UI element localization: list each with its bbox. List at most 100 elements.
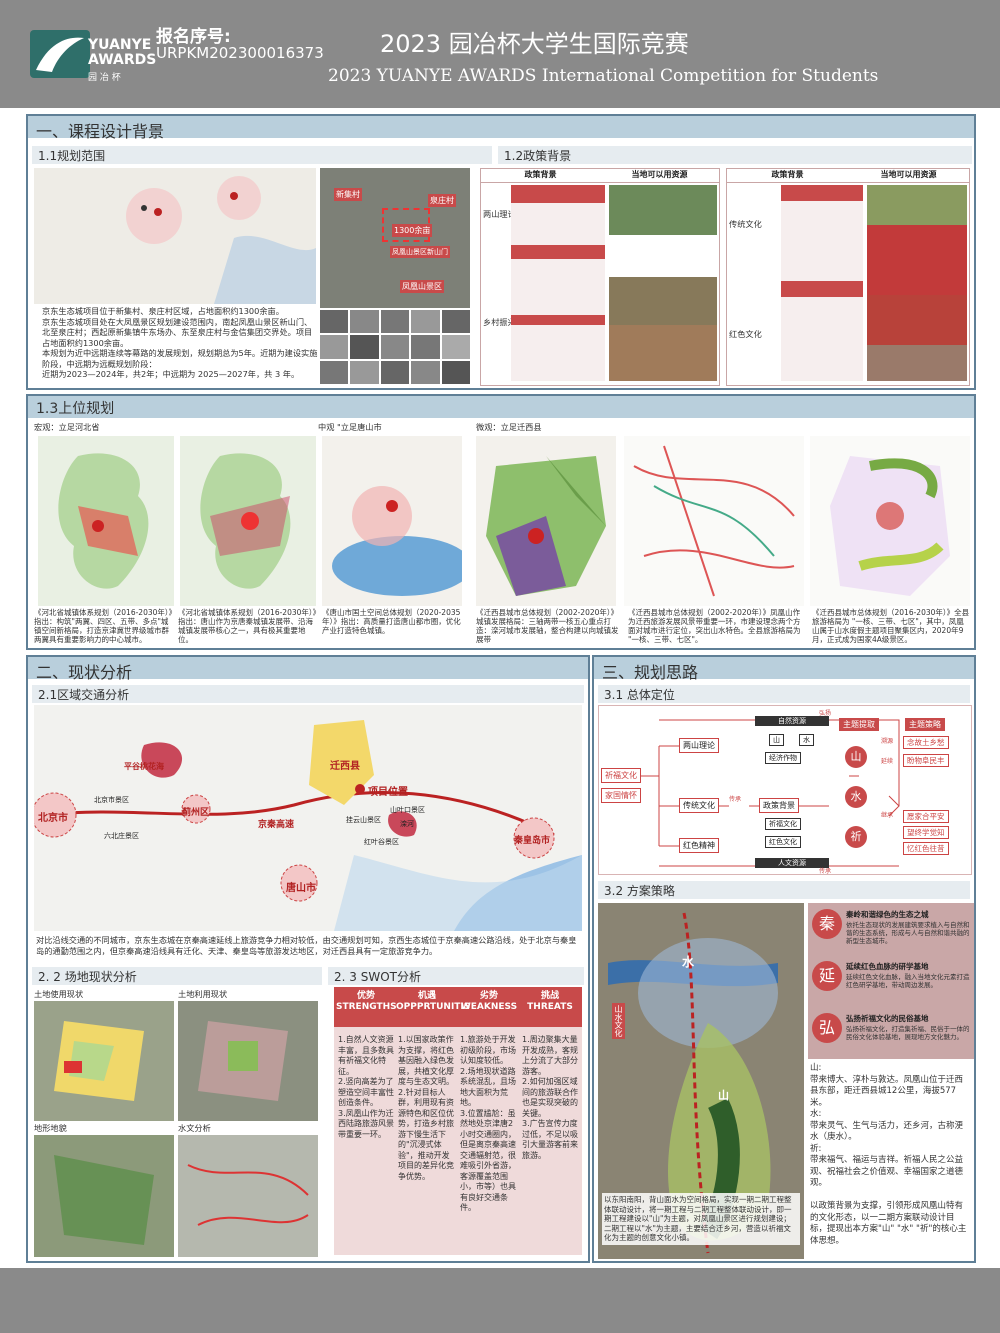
scope-satellite-map: 新集村 泉庄村 1300余亩 凤凰山景区新山门 凤凰山景区: [320, 168, 470, 308]
land-use-map: [34, 1001, 174, 1121]
strategy-body-1: 依托生态现状的发展建筑要求植入与自然和谐的生态系统，形成与人与自然和谐共融的新型…: [846, 921, 970, 945]
label-qinhuangdao: 秦皇岛市: [514, 836, 551, 846]
caption-3: 《唐山市国土空间总体规划（2020-2035年）》指出：高质量打造唐山都市圈，优…: [322, 608, 461, 635]
traffic-description: 对比沿线交通的不同城市，京东生态城在京秦高速延线上旅游竞争力相对较低，由交通规划…: [36, 935, 577, 956]
subsection-traffic-title: 2.1区域交通分析: [32, 685, 584, 703]
hebei-map-1: [38, 436, 174, 606]
swot-board: 优势 STRENGTHS 机遇 OPPPRTUNITIS 劣势 WEAKNESS 挑战…: [334, 987, 582, 1255]
qianxi-map: [476, 436, 616, 606]
map-label-quanzhuang: 泉庄村: [428, 194, 456, 207]
label-hongyegu: 红叶谷景区: [364, 838, 399, 846]
reg-label: 报名序号:: [156, 27, 231, 47]
res-pray: 祈福文化: [765, 818, 801, 830]
res-mountain: 山: [769, 734, 784, 746]
subsection-strategy-title: 3.2 方案策略: [598, 881, 970, 899]
scope-description: 京东生态城项目位于新集村、泉庄村区域，占地面积约1300余亩。 京东生态城项目处…: [42, 306, 318, 379]
label-jizhou: 蓟州区: [182, 808, 210, 818]
res-crops: 经济作物: [765, 752, 801, 764]
swot-o-en: OPPPRTUNITIS: [396, 1002, 471, 1012]
policy-text-blocks: [511, 185, 605, 381]
swot-w-en: WEAKNESS: [460, 1002, 518, 1012]
section-title: 二、现状分析: [28, 657, 588, 682]
arrow-label: 传承: [819, 868, 832, 875]
swot-s-body: 1.自然人文资源丰富，且多数具有祈福文化特征。 2.竖向高差为了塑造空间丰富性创…: [338, 1035, 394, 1139]
swot-s-cn: 优势: [356, 991, 375, 1001]
strategy-1: 念故土乡愁: [903, 736, 949, 749]
flow-mid-1: 两山理论: [679, 738, 719, 753]
arrow-label: 溯源: [881, 738, 894, 745]
qianxi-tour-map: [624, 436, 804, 606]
scope-photo-grid: [320, 310, 470, 384]
page-title-cn: 2023 园冶杯大学生国际竞赛: [380, 30, 689, 58]
label-pinggu: 平谷桃花海: [124, 762, 164, 771]
res-water: 水: [799, 734, 814, 746]
upper-planning-panel: 1.3上位规划 宏观：立足河北省 中观 "立足唐山市 微观：立足迁西县 《河北省…: [26, 394, 976, 650]
strategy-2: 盼物阜民丰: [903, 754, 949, 767]
arrow-label: 继承: [881, 812, 894, 819]
logo-text: YUANYE AWARDS: [88, 37, 157, 68]
strategy-char-yan: 延: [812, 961, 842, 991]
swot-t-title: 挑战 THREATS: [520, 991, 580, 1013]
caption-4: 《迁西县城市总体规划（2002-2020年）》城镇发展格局：三轴两带一核五心重点…: [476, 608, 619, 644]
caption-2: 《河北省城镇体系规划（2016-2030年）》指出：唐山作为京唐秦城镇发展带、沿…: [178, 608, 317, 644]
site-label-3: 地形地貌: [34, 1123, 67, 1133]
footer-bar: [0, 1268, 1000, 1333]
strategy-5: 忆红色往昔: [903, 842, 949, 855]
map-label-area: 1300余亩: [392, 224, 433, 237]
policy-text-blocks: [781, 185, 863, 381]
traffic-map: 平谷桃花海 迁西县 项目位置 北京市 蓟州区 京秦高速 唐山市 秦皇岛市 挂云山…: [31, 705, 582, 931]
site-label-4: 水文分析: [178, 1123, 211, 1133]
theme-explanation: 山: 带来博大、淳朴与敦达。凤凰山位于迁西县东部，距迁西县城12公里，海拔577…: [810, 1063, 967, 1246]
plan-label-mountain: 山: [718, 1089, 729, 1102]
label-jingqin: 京秦高速: [258, 820, 295, 830]
planning-idea-panel: 三、规划思路 3.1 总体定位 祈福文化 家国情怀 两山理论 传统文化 红色精神…: [592, 655, 976, 1263]
flow-mid-2: 传统文化: [679, 798, 719, 813]
strategy-list: 秦 秦岭和谐绿色的生态之城 依托生态现状的发展建筑要求植入与自然和谐的生态系统，…: [808, 903, 974, 1059]
swot-s-en: STRENGTHS: [336, 1002, 397, 1012]
caption-5: 《迁西县城市总体规划（2002-2020年）》凤凰山作为迁西旅游发展风景带重要一…: [628, 608, 801, 644]
meso-label: 中观 "立足唐山市: [318, 422, 382, 432]
label-liubeizhuang: 六北庄景区: [104, 832, 139, 840]
resource-photos: [867, 185, 967, 381]
table-head: 当地可以用资源: [631, 170, 688, 179]
swot-o-cn: 机遇: [417, 991, 436, 1001]
row-label: 两山理论: [483, 209, 516, 219]
table-head: 当地可以用资源: [880, 170, 937, 179]
section-title: 一、课程设计背景: [28, 116, 974, 141]
section-title: 三、规划思路: [594, 657, 974, 682]
hebei-map-2: [180, 436, 316, 606]
label-beijing: 北京市: [38, 813, 68, 824]
plan-label-water: 水: [682, 955, 695, 969]
subsection-swot-title: 2. 3 SWOT分析: [328, 967, 584, 985]
policy-table-left: 政策背景 当地可以用资源 两山理论 乡村振兴: [480, 168, 720, 386]
map-label-scenic: 凤凰山景区: [400, 280, 444, 293]
terrain-map: [34, 1135, 174, 1257]
row-label: 乡村振兴: [483, 317, 516, 327]
scope-map-graphic: [34, 168, 316, 304]
header-bar: [0, 0, 1000, 108]
caption-1: 《河北省城镇体系规划（2016-2030年）》指出：构筑"两翼、四区、五带、多点…: [34, 608, 173, 644]
tangshan-map: [322, 436, 472, 606]
flow-strategy: 主题策略: [905, 718, 945, 731]
swot-s-title: 优势 STRENGTHS: [336, 991, 397, 1013]
strategy-char-hong: 弘: [812, 1013, 842, 1043]
map-label-gate: 凤凰山景区新山门: [390, 246, 450, 258]
traffic-map-graphic: [31, 720, 582, 931]
res-red: 红色文化: [765, 836, 801, 848]
site-label-1: 土地使用现状: [34, 989, 84, 999]
positioning-flow: 祈福文化 家国情怀 两山理论 传统文化 红色精神 政策背景 自然资源 山 水 经…: [598, 705, 972, 875]
hydrology-map: [178, 1135, 318, 1257]
swot-t-en: THREATS: [527, 1002, 573, 1012]
row-label: 红色文化: [729, 329, 762, 339]
site-label-2: 土地利用现状: [178, 989, 228, 999]
theme-char-pray: 祈: [845, 826, 867, 848]
subsection-position-title: 3.1 总体定位: [598, 685, 970, 703]
subsection-site-title: 2. 2 场地现状分析: [32, 967, 322, 985]
strategy-body-3: 弘扬祈福文化，打造集祈福、民俗于一体的民俗文化体验基地，展现地方文化魅力。: [846, 1025, 970, 1041]
arrow-label: 传承: [729, 796, 742, 803]
logo-swoosh-icon: [36, 37, 84, 72]
macro-label: 宏观：立足河北省: [34, 422, 100, 432]
page-title-en: 2023 YUANYE AWARDS International Competi…: [328, 66, 879, 86]
plan-description: 以东阳南阳，背山面水为空间格局，实现一期二期工程整体联动设计，将一期工程与二期工…: [602, 1193, 800, 1245]
strategy-body-2: 延续红色文化血脉，融入当地文化元素打造红色研学基地，带动周边发展。: [846, 973, 970, 989]
